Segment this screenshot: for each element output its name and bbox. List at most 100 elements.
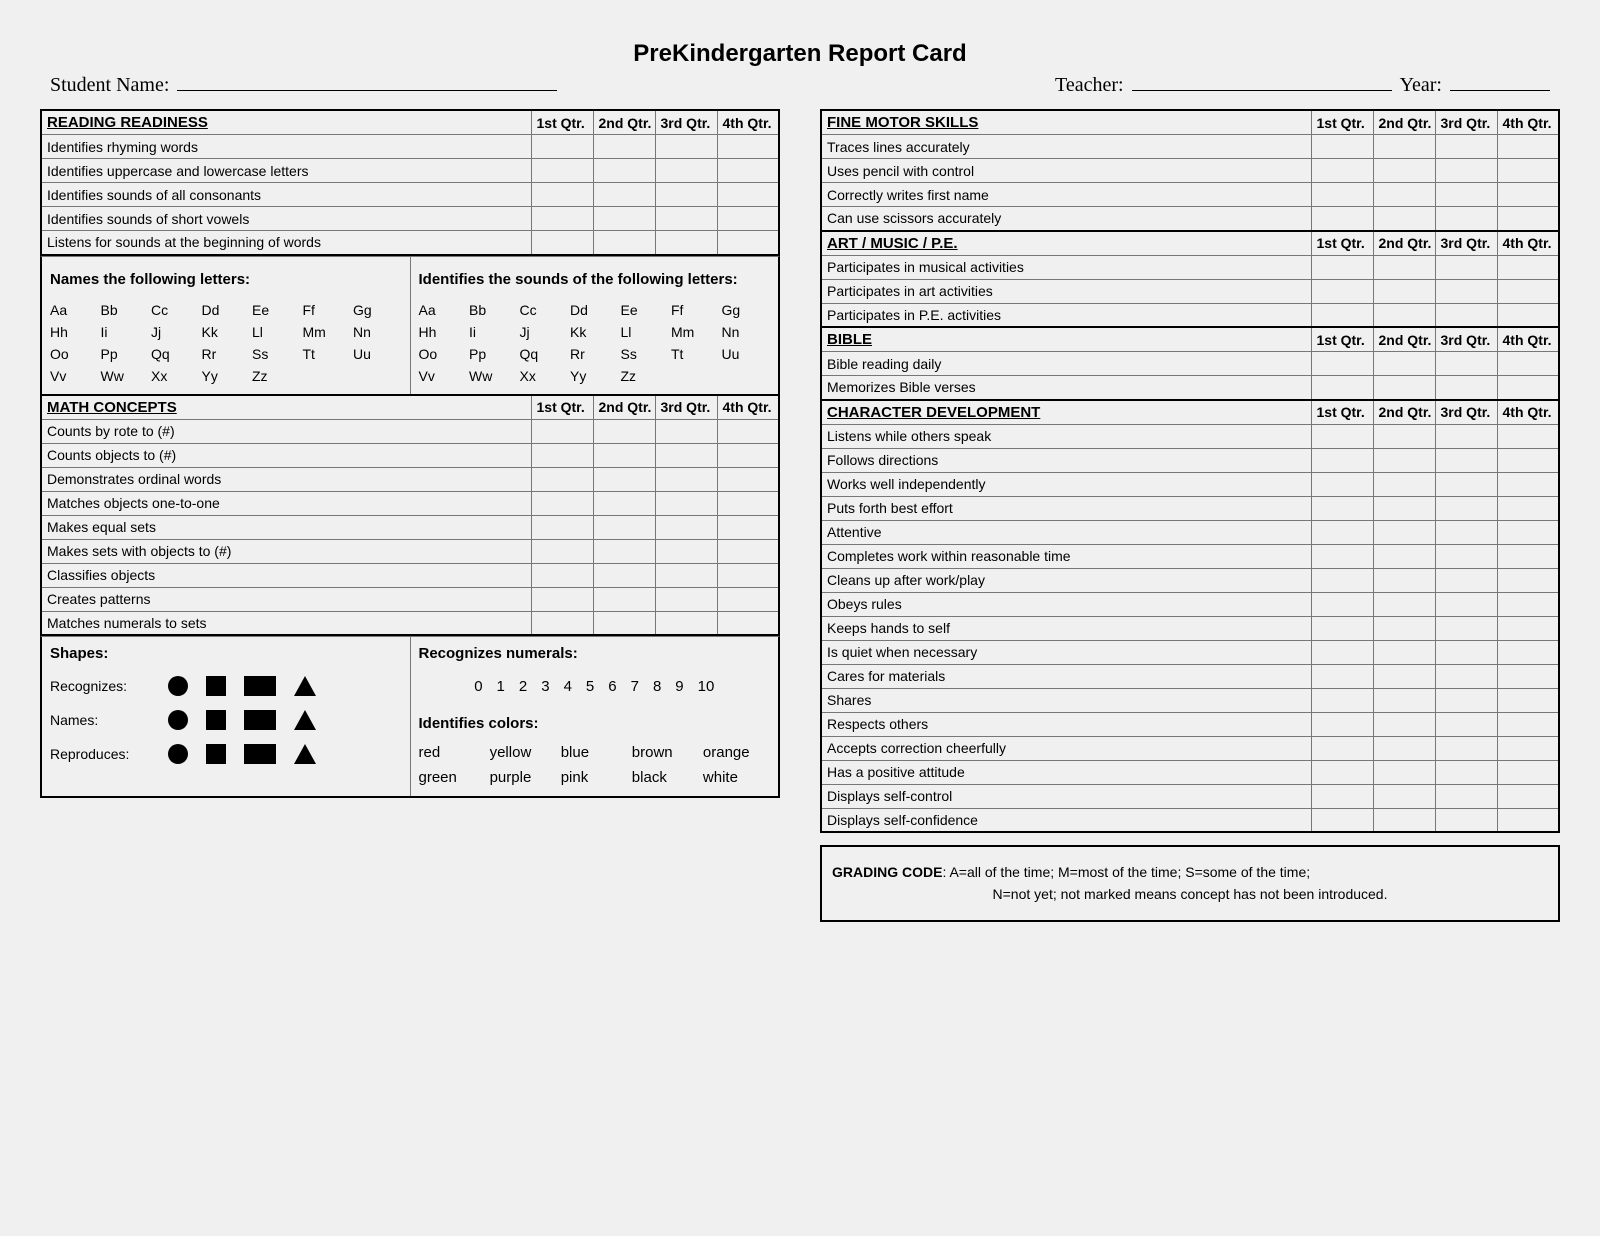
letter-pair: Ww <box>101 368 150 384</box>
quarter-cell <box>1311 496 1373 520</box>
quarter-cell <box>1435 472 1497 496</box>
quarter-cell <box>1311 808 1373 832</box>
table-row: Identifies sounds of short vowels <box>41 207 779 231</box>
quarter-cell <box>1497 760 1559 784</box>
teacher-label: Teacher: <box>1055 74 1124 97</box>
quarter-cell <box>655 467 717 491</box>
quarter-cell <box>1311 712 1373 736</box>
quarter-cell <box>1373 472 1435 496</box>
skill-label: Cleans up after work/play <box>821 568 1311 592</box>
letter-pair: Ff <box>671 302 720 318</box>
letter-pair: Bb <box>101 302 150 318</box>
quarter-cell <box>1311 568 1373 592</box>
quarter-cell <box>531 611 593 635</box>
table-row: Cleans up after work/play <box>821 568 1559 592</box>
quarter-cell <box>593 515 655 539</box>
list-item: 6 <box>608 678 616 695</box>
skill-label: Memorizes Bible verses <box>821 376 1311 400</box>
letter-pair: Bb <box>469 302 518 318</box>
list-item: 2 <box>519 678 527 695</box>
quarter-cell <box>717 135 779 159</box>
quarter-cell <box>531 515 593 539</box>
skill-label: Creates patterns <box>41 587 531 611</box>
quarter-cell <box>1435 159 1497 183</box>
quarter-cell <box>1435 640 1497 664</box>
letter-pair: Rr <box>202 346 251 362</box>
quarter-cell <box>1435 135 1497 159</box>
quarter-cell <box>1497 424 1559 448</box>
letter-pair: Vv <box>50 368 99 384</box>
table-row: Matches objects one-to-one <box>41 491 779 515</box>
quarter-cell <box>1311 688 1373 712</box>
grading-line1: : A=all of the time; M=most of the time;… <box>942 864 1310 880</box>
table-row: Memorizes Bible verses <box>821 376 1559 400</box>
quarter-cell <box>1373 616 1435 640</box>
quarter-cell <box>1373 544 1435 568</box>
quarter-cell <box>1311 664 1373 688</box>
letter-pair: Ee <box>252 302 301 318</box>
letter-pair: Cc <box>520 302 569 318</box>
grading-code-box: GRADING CODE: A=all of the time; M=most … <box>820 845 1560 922</box>
quarter-cell <box>1435 568 1497 592</box>
skill-label: Participates in art activities <box>821 279 1311 303</box>
shapes-recognizes-row: Recognizes: <box>50 676 402 696</box>
quarter-cell <box>1497 784 1559 808</box>
letter-pair: Gg <box>353 302 402 318</box>
letter-pair: Ff <box>303 302 352 318</box>
quarter-cell <box>531 135 593 159</box>
quarter-cell <box>1435 760 1497 784</box>
quarter-cell <box>593 539 655 563</box>
quarter-cell <box>1311 640 1373 664</box>
quarter-cell <box>1311 448 1373 472</box>
quarter-cell <box>655 491 717 515</box>
letter-pair: Yy <box>202 368 251 384</box>
quarter-cell <box>1373 592 1435 616</box>
quarter-cell <box>1435 736 1497 760</box>
letter-pair: Kk <box>570 324 619 340</box>
quarter-cell <box>1497 688 1559 712</box>
list-item: black <box>632 769 699 786</box>
quarter-cell <box>1311 303 1373 327</box>
quarter-cell <box>1373 496 1435 520</box>
skill-label: Makes equal sets <box>41 515 531 539</box>
triangle-icon <box>294 710 316 730</box>
quarter-cell <box>593 611 655 635</box>
quarter-cell <box>531 467 593 491</box>
quarter-cell <box>593 587 655 611</box>
table-row: Counts objects to (#) <box>41 443 779 467</box>
shapes-box: Shapes: Recognizes: Names: <box>40 636 780 798</box>
list-item: yellow <box>490 744 557 761</box>
quarter-cell <box>1373 207 1435 231</box>
letter-pair: Mm <box>671 324 720 340</box>
quarter-cell <box>655 587 717 611</box>
quarter-cell <box>655 231 717 255</box>
math-concepts-table: MATH CONCEPTS 1st Qtr. 2nd Qtr. 3rd Qtr.… <box>40 394 780 637</box>
quarter-cell <box>655 611 717 635</box>
rectangle-icon <box>244 710 276 730</box>
quarter-cell <box>1373 279 1435 303</box>
table-row: Creates patterns <box>41 587 779 611</box>
list-item: 7 <box>631 678 639 695</box>
quarter-cell <box>1373 448 1435 472</box>
year-label: Year: <box>1400 74 1442 97</box>
quarter-cell <box>1497 712 1559 736</box>
quarter-cell <box>1373 712 1435 736</box>
quarter-cell <box>1435 376 1497 400</box>
quarter-cell <box>1435 183 1497 207</box>
quarter-cell <box>655 515 717 539</box>
letter-pair: Jj <box>520 324 569 340</box>
letter-pair: Jj <box>151 324 200 340</box>
quarter-cell <box>531 159 593 183</box>
quarter-cell <box>1311 352 1373 376</box>
quarter-cell <box>531 491 593 515</box>
quarter-cell <box>1497 303 1559 327</box>
letter-pair: Ee <box>621 302 670 318</box>
quarter-cell <box>593 159 655 183</box>
letter-pair: Tt <box>671 346 720 362</box>
letter-pair: Ss <box>621 346 670 362</box>
table-row: Demonstrates ordinal words <box>41 467 779 491</box>
quarter-cell <box>1311 760 1373 784</box>
skill-label: Cares for materials <box>821 664 1311 688</box>
shapes-reproduces-row: Reproduces: <box>50 744 402 764</box>
quarter-cell <box>1497 352 1559 376</box>
